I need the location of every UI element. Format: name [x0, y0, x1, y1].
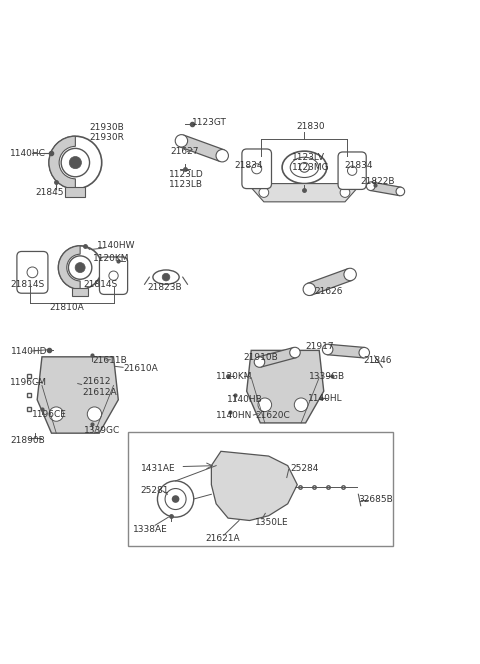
Circle shape	[172, 495, 180, 503]
Text: 1339GB: 1339GB	[309, 373, 345, 381]
Text: 21627: 21627	[171, 147, 199, 156]
Text: 21612
21612A: 21612 21612A	[83, 377, 117, 396]
Text: 1120KM: 1120KM	[93, 254, 130, 262]
Text: 1120KM: 1120KM	[216, 373, 252, 381]
Polygon shape	[307, 269, 352, 295]
Polygon shape	[247, 351, 324, 423]
Circle shape	[75, 262, 85, 273]
Circle shape	[290, 347, 300, 358]
Circle shape	[340, 188, 350, 197]
Bar	[72, 288, 88, 296]
Circle shape	[175, 135, 188, 147]
Text: 21822B: 21822B	[360, 177, 395, 186]
Circle shape	[216, 149, 228, 162]
Text: 21890B: 21890B	[10, 436, 45, 446]
Text: 21930B
21930R: 21930B 21930R	[90, 123, 124, 142]
Polygon shape	[370, 182, 401, 196]
FancyBboxPatch shape	[242, 149, 272, 189]
Polygon shape	[327, 344, 365, 358]
FancyBboxPatch shape	[99, 257, 128, 294]
Bar	[128, 432, 393, 546]
Circle shape	[49, 407, 63, 421]
Text: 21834: 21834	[344, 161, 372, 171]
Circle shape	[294, 398, 308, 412]
Bar	[65, 187, 85, 197]
Circle shape	[258, 398, 272, 412]
Text: 21846: 21846	[363, 356, 392, 365]
Text: 21810A: 21810A	[49, 303, 84, 312]
Circle shape	[69, 157, 82, 169]
FancyBboxPatch shape	[17, 252, 48, 293]
Text: 21834: 21834	[234, 161, 263, 171]
Polygon shape	[258, 347, 296, 367]
Text: 21610A: 21610A	[123, 364, 158, 373]
Circle shape	[366, 182, 375, 191]
Text: 21611B: 21611B	[92, 356, 127, 365]
Text: 1140HD: 1140HD	[11, 347, 48, 356]
Text: 21621A: 21621A	[205, 534, 240, 543]
Wedge shape	[49, 136, 75, 189]
Text: 1140HC: 1140HC	[10, 149, 46, 157]
FancyBboxPatch shape	[338, 152, 366, 189]
Text: 25281: 25281	[141, 487, 169, 495]
Text: 21910B: 21910B	[244, 353, 278, 362]
Text: 1431AE: 1431AE	[141, 463, 175, 473]
Text: 1123LD
1123LB: 1123LD 1123LB	[169, 169, 204, 189]
Circle shape	[162, 274, 170, 281]
Text: 1196CE: 1196CE	[33, 410, 67, 418]
Text: 21814S: 21814S	[84, 280, 118, 289]
Text: 21845: 21845	[36, 188, 64, 197]
Text: 21830: 21830	[296, 122, 325, 131]
Text: 21823B: 21823B	[147, 283, 181, 292]
Text: 1350LE: 1350LE	[255, 519, 289, 527]
Polygon shape	[180, 135, 224, 161]
Text: 21626: 21626	[314, 287, 342, 296]
Text: 1338AE: 1338AE	[132, 525, 168, 534]
Polygon shape	[37, 357, 118, 433]
Wedge shape	[59, 246, 80, 290]
Text: 1140HB: 1140HB	[227, 395, 263, 404]
Text: 21917: 21917	[306, 342, 335, 351]
Text: 1123GT: 1123GT	[192, 118, 227, 127]
Circle shape	[303, 283, 315, 295]
Circle shape	[259, 188, 269, 197]
Text: 32685B: 32685B	[359, 495, 393, 504]
Text: 1339GC: 1339GC	[84, 426, 120, 436]
Text: 1140HW: 1140HW	[97, 241, 135, 250]
Circle shape	[323, 344, 333, 355]
Text: 21814S: 21814S	[10, 280, 44, 289]
Text: 25284: 25284	[290, 463, 319, 473]
Text: 1123LV
1123MG: 1123LV 1123MG	[291, 153, 329, 172]
Polygon shape	[248, 183, 361, 202]
Text: 21620C: 21620C	[256, 411, 290, 420]
Text: 1140HN: 1140HN	[216, 411, 252, 420]
Polygon shape	[211, 452, 297, 521]
Text: 1196CM: 1196CM	[10, 378, 47, 386]
Circle shape	[344, 268, 356, 281]
Text: 1140HL: 1140HL	[308, 394, 342, 403]
Circle shape	[87, 407, 102, 421]
Circle shape	[359, 347, 370, 358]
Circle shape	[254, 357, 265, 367]
Circle shape	[396, 187, 405, 196]
